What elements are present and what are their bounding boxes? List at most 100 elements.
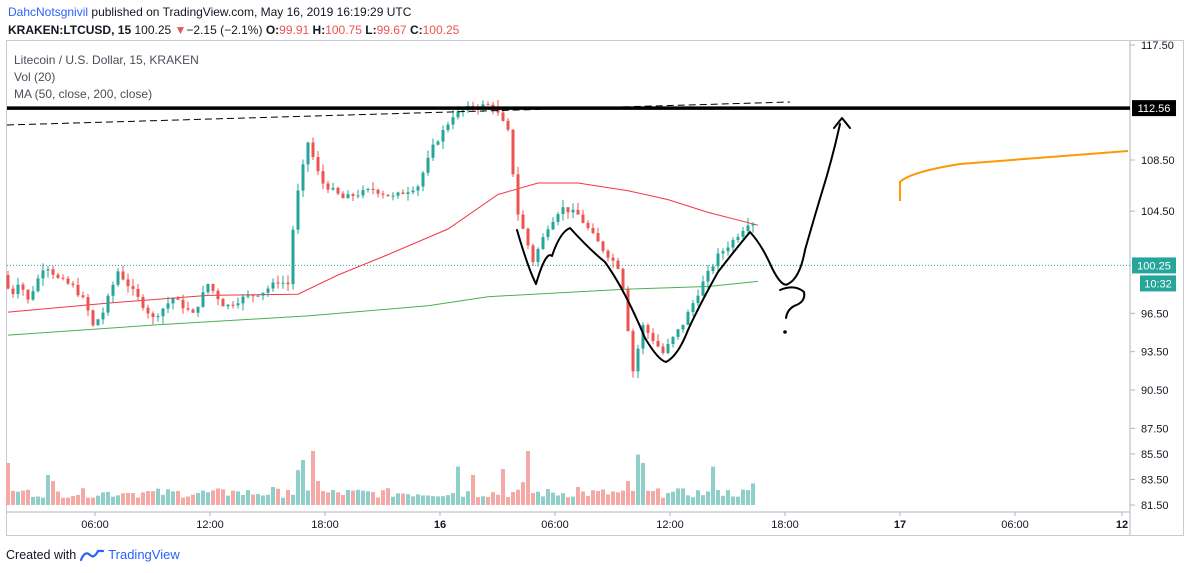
- volume-bar: [356, 489, 360, 505]
- volume-bar: [226, 495, 230, 505]
- candle-body: [161, 308, 165, 317]
- candle-body: [446, 124, 450, 130]
- volume-bar: [716, 490, 720, 505]
- symbol-label: KRAKEN:LTCUSD, 15: [8, 23, 132, 37]
- candle-body: [676, 329, 680, 337]
- price-tick-label: 104.50: [1141, 206, 1175, 218]
- volume-bar: [396, 493, 400, 505]
- volume-bar: [491, 492, 495, 505]
- volume-bar: [591, 490, 595, 505]
- time-tick-label: 18:00: [771, 519, 799, 531]
- candle-body: [416, 186, 420, 191]
- candle-body: [116, 271, 120, 285]
- volume-bar: [96, 495, 100, 505]
- candle-body: [591, 227, 595, 234]
- candle-body: [181, 299, 185, 309]
- candle-body: [111, 284, 115, 296]
- volume-bar: [296, 470, 300, 505]
- candle-body: [626, 288, 630, 332]
- candle-body: [366, 188, 370, 191]
- candle-body: [321, 171, 325, 184]
- volume-bar: [711, 466, 715, 505]
- candle-body: [91, 310, 95, 326]
- drawn-arrow-head: [833, 117, 851, 129]
- candle-body: [106, 295, 110, 313]
- volume-bar: [101, 492, 105, 505]
- candle-body: [391, 195, 395, 197]
- candle-body: [101, 312, 105, 320]
- candle-body: [406, 192, 410, 195]
- time-tick-label: 12:00: [196, 519, 224, 531]
- candle-body: [231, 304, 235, 306]
- volume-bar: [706, 491, 710, 505]
- volume-bar: [51, 481, 55, 505]
- volume-bar: [466, 491, 470, 505]
- candle-body: [571, 209, 575, 213]
- volume-bar: [46, 475, 50, 505]
- candle-body: [326, 183, 330, 190]
- volume-bar: [326, 492, 330, 505]
- candle-body: [386, 194, 390, 197]
- candle-body: [341, 193, 345, 199]
- candle-body: [596, 233, 600, 242]
- last-price-label: 100.25: [1137, 260, 1171, 272]
- candle-body: [256, 295, 260, 297]
- candle-body: [131, 286, 135, 289]
- candle-body: [36, 278, 40, 292]
- candle-body: [746, 225, 750, 231]
- volume-bar: [246, 490, 250, 505]
- candle-body: [26, 289, 30, 300]
- volume-bar: [446, 495, 450, 505]
- volume-bar: [426, 495, 430, 505]
- volume-bar: [461, 496, 465, 505]
- candle-body: [581, 214, 585, 223]
- volume-bar: [736, 496, 740, 505]
- close-value: 100.25: [422, 23, 460, 37]
- volume-bar: [506, 497, 510, 505]
- countdown-label-bg: [1140, 275, 1176, 292]
- candle-body: [201, 292, 205, 307]
- volume-bar: [596, 490, 600, 505]
- volume-bar: [31, 496, 35, 505]
- volume-bar: [56, 491, 60, 505]
- candle-body: [686, 312, 690, 325]
- volume-bar: [581, 491, 585, 505]
- candle-body: [506, 120, 510, 130]
- volume-bar: [111, 496, 115, 505]
- volume-bar: [6, 463, 10, 505]
- volume-bar: [551, 492, 555, 505]
- candle-body: [381, 193, 385, 195]
- candle-body: [451, 117, 455, 125]
- open-label: O:: [265, 23, 280, 37]
- candle-body: [121, 271, 125, 280]
- price-tick-label: 90.50: [1141, 385, 1169, 397]
- volume-bar: [666, 493, 670, 505]
- candle-body: [696, 295, 700, 304]
- trend-line-dashed: [6, 101, 791, 126]
- volume-bar: [41, 497, 45, 505]
- candle-body: [141, 296, 145, 308]
- candle-body: [421, 172, 425, 187]
- volume-bar: [306, 490, 310, 505]
- time-tick-label: 18:00: [311, 519, 339, 531]
- candle-body: [606, 250, 610, 258]
- orange-projection-line: [899, 150, 1129, 201]
- candle-body: [431, 144, 435, 158]
- time-tick-label: 16: [434, 519, 446, 531]
- candle-body: [721, 251, 725, 254]
- candle-body: [281, 282, 285, 284]
- candle-body: [561, 207, 565, 215]
- candle-body: [376, 189, 380, 194]
- created-with-text: Created with: [6, 547, 77, 562]
- volume-bar: [106, 491, 110, 505]
- author-link[interactable]: DahcNotsgnivil: [8, 5, 89, 19]
- candle-body: [456, 111, 460, 118]
- volume-bar: [21, 490, 25, 505]
- volume-bar: [346, 490, 350, 505]
- candle-body: [241, 296, 245, 304]
- price-tick-label: 93.50: [1141, 347, 1169, 359]
- candle-body: [426, 157, 430, 173]
- tradingview-brand-link[interactable]: TradingView: [108, 547, 180, 562]
- candle-body: [751, 224, 755, 226]
